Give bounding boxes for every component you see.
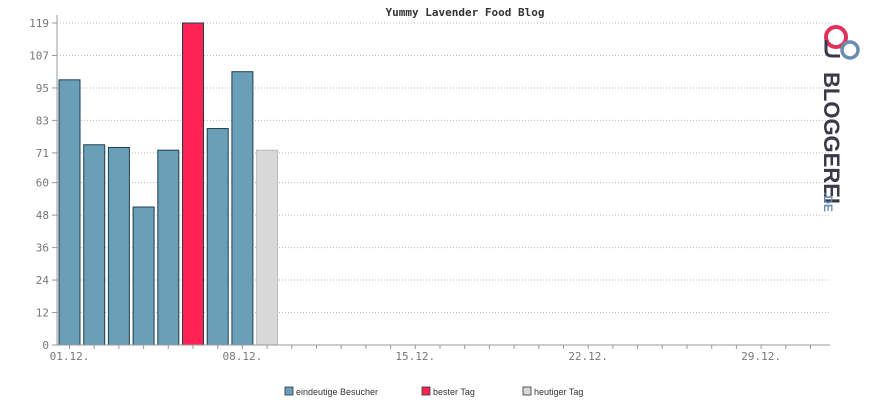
logo-text: BLOGGEREI (819, 72, 844, 204)
y-tick-label: 107 (29, 49, 49, 62)
y-tick-label: 119 (29, 17, 49, 30)
bar-day-4 (132, 206, 155, 346)
bar-day-7 (206, 128, 229, 346)
y-tick-label: 36 (36, 242, 49, 255)
y-tick-label: 60 (36, 177, 49, 190)
legend-swatch-today (522, 386, 532, 396)
legend: eindeutige Besucher bester Tag heutiger Ta… (284, 386, 583, 397)
x-tick-label: 15.12. (395, 350, 435, 363)
bars (58, 22, 279, 346)
logo-suffix: .DE (821, 192, 835, 212)
bar-day-3 (107, 146, 130, 346)
legend-swatch-best (421, 386, 431, 396)
legend-swatch-visitors (284, 386, 294, 396)
y-tick-label: 0 (42, 339, 49, 352)
y-tick-label: 24 (36, 274, 50, 287)
legend-label-today: heutiger Tag (534, 387, 583, 397)
bar-day-8 (231, 71, 254, 346)
bloggerei-logo-icon (824, 25, 860, 60)
chart-title: Yummy Lavender Food Blog (386, 6, 545, 19)
y-tick-label: 12 (36, 307, 49, 320)
x-tick-label: 01.12. (50, 350, 90, 363)
y-axis-ticks: 0 12 24 36 48 60 71 83 95 107 119 (29, 17, 57, 352)
bloggerei-logo: BLOGGEREI .DE (819, 25, 860, 212)
bar-day-9 (256, 149, 279, 346)
axes (56, 15, 830, 346)
bar-day-1 (58, 79, 81, 346)
y-tick-label: 71 (36, 147, 49, 160)
y-tick-label: 95 (36, 82, 49, 95)
bar-day-6 (182, 22, 204, 346)
x-axis-ticks: 01.12. 08.12. 15.12. 22.12. 29.12. (50, 345, 811, 363)
x-tick-label: 08.12. (223, 350, 263, 363)
bar-day-5 (157, 149, 180, 346)
x-tick-label: 29.12. (741, 350, 781, 363)
x-tick-label: 22.12. (568, 350, 608, 363)
y-tick-label: 83 (36, 114, 49, 127)
y-tick-label: 48 (36, 209, 49, 222)
bar-day-2 (83, 144, 106, 346)
legend-label-visitors: eindeutige Besucher (296, 387, 378, 397)
legend-label-best: bester Tag (433, 387, 475, 397)
